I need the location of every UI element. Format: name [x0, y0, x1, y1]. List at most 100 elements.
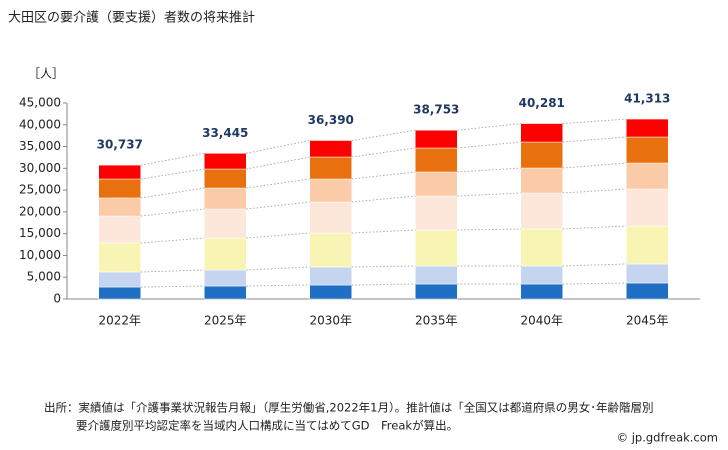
total-label: 30,737 — [97, 138, 143, 152]
credit: © jp.gdfreak.com — [617, 431, 718, 445]
bar-segment — [415, 195, 458, 231]
x-tick-label: 2035年 — [415, 314, 458, 328]
bar-segment — [98, 178, 141, 199]
bar-segment — [626, 118, 669, 138]
connector — [351, 147, 416, 158]
connector — [246, 140, 310, 154]
bar-segment — [204, 168, 247, 189]
connector — [351, 195, 416, 203]
bar-segment — [204, 153, 247, 170]
total-label: 41,313 — [624, 92, 670, 106]
y-tick-label: 10,000 — [19, 248, 61, 262]
connector — [246, 156, 310, 170]
bar-segment — [626, 225, 669, 265]
y-axis-label: ［人］ — [28, 67, 64, 81]
total-label: 33,445 — [202, 126, 248, 140]
bar-segment — [520, 265, 563, 285]
x-tick-label: 2045年 — [626, 314, 669, 328]
bar-segment — [415, 283, 458, 300]
y-tick-label: 25,000 — [19, 183, 61, 197]
bar-segment — [309, 178, 352, 203]
total-label: 36,390 — [308, 113, 354, 127]
connector — [140, 269, 205, 273]
bar-segment — [98, 215, 141, 244]
bar-segment — [309, 232, 352, 268]
bar-segment — [520, 123, 563, 143]
connector — [457, 192, 521, 197]
bar-segment — [415, 129, 458, 149]
bar-segment — [415, 265, 458, 285]
bar-segment — [204, 237, 247, 271]
bar-segment — [204, 269, 247, 287]
y-tick-label: 5,000 — [27, 270, 61, 284]
bar-segment — [309, 156, 352, 180]
connector — [246, 266, 310, 271]
connector — [351, 129, 416, 141]
connector — [562, 118, 627, 125]
y-tick-label: 30,000 — [19, 161, 61, 175]
bar-segment — [309, 140, 352, 158]
x-tick-label: 2030年 — [309, 314, 352, 328]
bar-segment — [309, 266, 352, 286]
connector — [562, 136, 627, 143]
connector — [140, 187, 205, 199]
bar-segment — [309, 284, 352, 300]
y-tick-label: 20,000 — [19, 204, 61, 218]
y-tick-label: 0 — [53, 292, 61, 306]
connector — [351, 283, 416, 286]
connector — [246, 178, 310, 189]
connector — [562, 282, 627, 285]
bar-segment — [520, 192, 563, 230]
bar-segment — [520, 228, 563, 267]
bar-segment — [520, 167, 563, 194]
bar-segment — [520, 141, 563, 169]
bar-segment — [626, 282, 669, 300]
y-tick-label: 45,000 — [19, 96, 61, 110]
total-label: 38,753 — [413, 103, 459, 117]
connector — [140, 285, 205, 288]
bar-segment — [309, 201, 352, 234]
source-note: 出所：実績値は「介護事業状況報告月報」（厚生労働省,2022年1月）。推計値は「… — [44, 401, 653, 415]
x-tick-label: 2025年 — [204, 314, 247, 328]
bar-segment — [626, 162, 669, 190]
connector — [457, 167, 521, 173]
x-tick-label: 2022年 — [98, 314, 141, 328]
bar-segment — [98, 286, 141, 300]
y-tick-label: 35,000 — [19, 139, 61, 153]
x-tick-label: 2040年 — [520, 314, 563, 328]
connector — [457, 123, 521, 131]
connector — [562, 162, 627, 169]
connector — [457, 228, 521, 231]
bar-segment — [98, 242, 141, 273]
connector — [140, 208, 205, 217]
source-note: 要介護度別平均認定率を当域内人口構成に当てはめてGD Freakが算出。 — [76, 419, 458, 433]
y-tick-label: 40,000 — [19, 117, 61, 131]
chart-title: 大田区の要介護（要支援）者数の将来推計 — [8, 10, 255, 26]
bar-segment — [415, 171, 458, 197]
total-label: 40,281 — [519, 96, 565, 110]
connector — [140, 152, 205, 166]
connector — [140, 168, 205, 180]
bar-segment — [204, 285, 247, 300]
bar-segment — [626, 188, 669, 227]
connector — [562, 225, 627, 230]
bar-segment — [98, 271, 141, 288]
bar-segment — [415, 147, 458, 173]
connector — [351, 229, 416, 234]
connector — [562, 188, 627, 194]
connector — [457, 141, 521, 149]
connector — [246, 284, 310, 287]
y-tick-label: 15,000 — [19, 226, 61, 240]
connector — [562, 263, 627, 267]
bar-segment — [626, 263, 669, 284]
bar-segment — [98, 197, 141, 217]
bar-segment — [520, 283, 563, 300]
connector — [351, 265, 416, 268]
connector — [351, 171, 416, 180]
connector — [246, 201, 310, 210]
bar-segment — [204, 187, 247, 210]
bar-segment — [98, 164, 141, 180]
bar-segment — [204, 208, 247, 239]
connector — [140, 237, 205, 244]
